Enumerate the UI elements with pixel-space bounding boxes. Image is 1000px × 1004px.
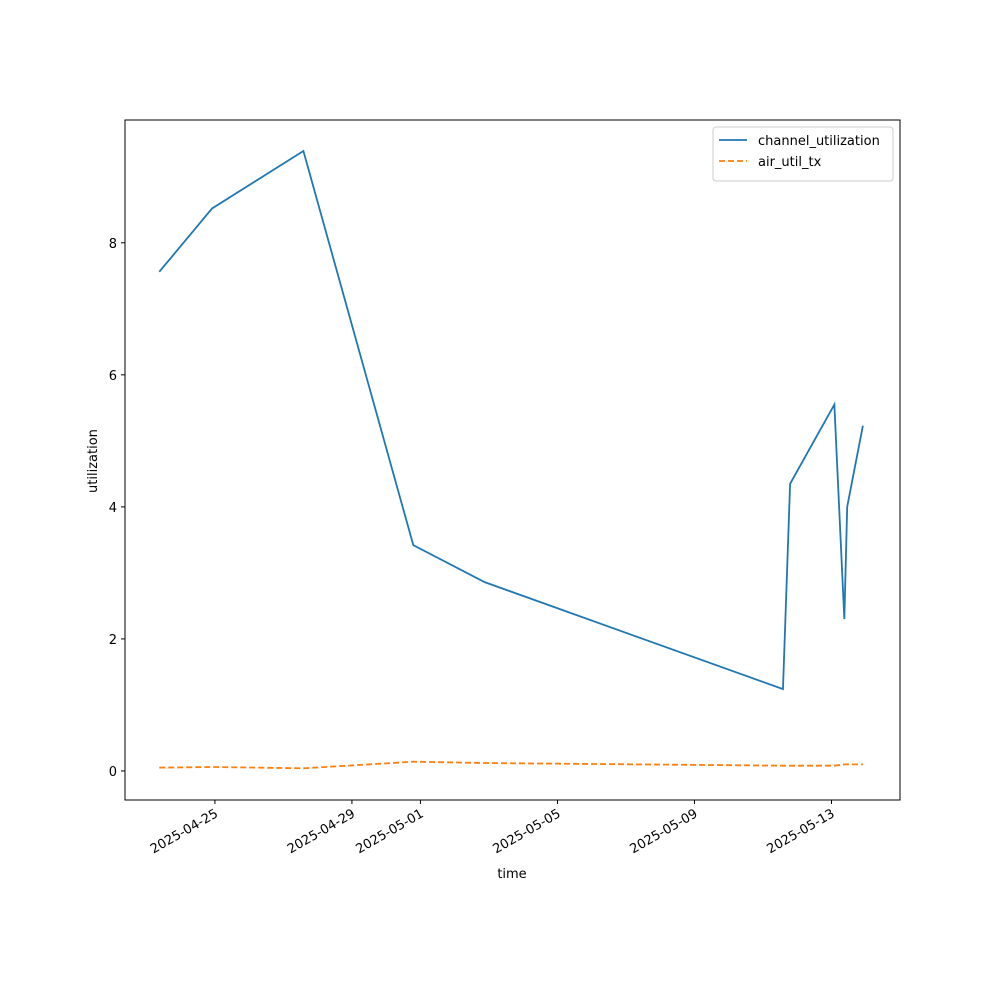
- line-series: [159, 760, 863, 770]
- plot-frame: [124, 119, 901, 801]
- y-tick-label: 8: [109, 237, 117, 252]
- y-tick-label: 2: [109, 633, 117, 648]
- line-series: [158, 149, 864, 691]
- x-tick-label: 2025-05-01: [354, 806, 427, 857]
- y-axis-label: utilization: [86, 429, 101, 493]
- legend-label: channel_utilization: [758, 134, 880, 149]
- x-tick-label: 2025-05-09: [628, 806, 701, 857]
- x-tick-label: 2025-04-29: [285, 806, 358, 857]
- x-tick-label: 2025-05-05: [491, 806, 564, 857]
- y-tick-label: 0: [109, 765, 117, 780]
- x-axis-label: time: [497, 867, 526, 882]
- legend-label: air_util_tx: [758, 155, 822, 170]
- y-tick-label: 4: [109, 501, 117, 516]
- x-tick-label: 2025-04-25: [148, 806, 221, 857]
- y-tick-label: 6: [109, 369, 117, 384]
- x-tick-label: 2025-05-13: [765, 806, 838, 857]
- legend-box: [712, 126, 894, 182]
